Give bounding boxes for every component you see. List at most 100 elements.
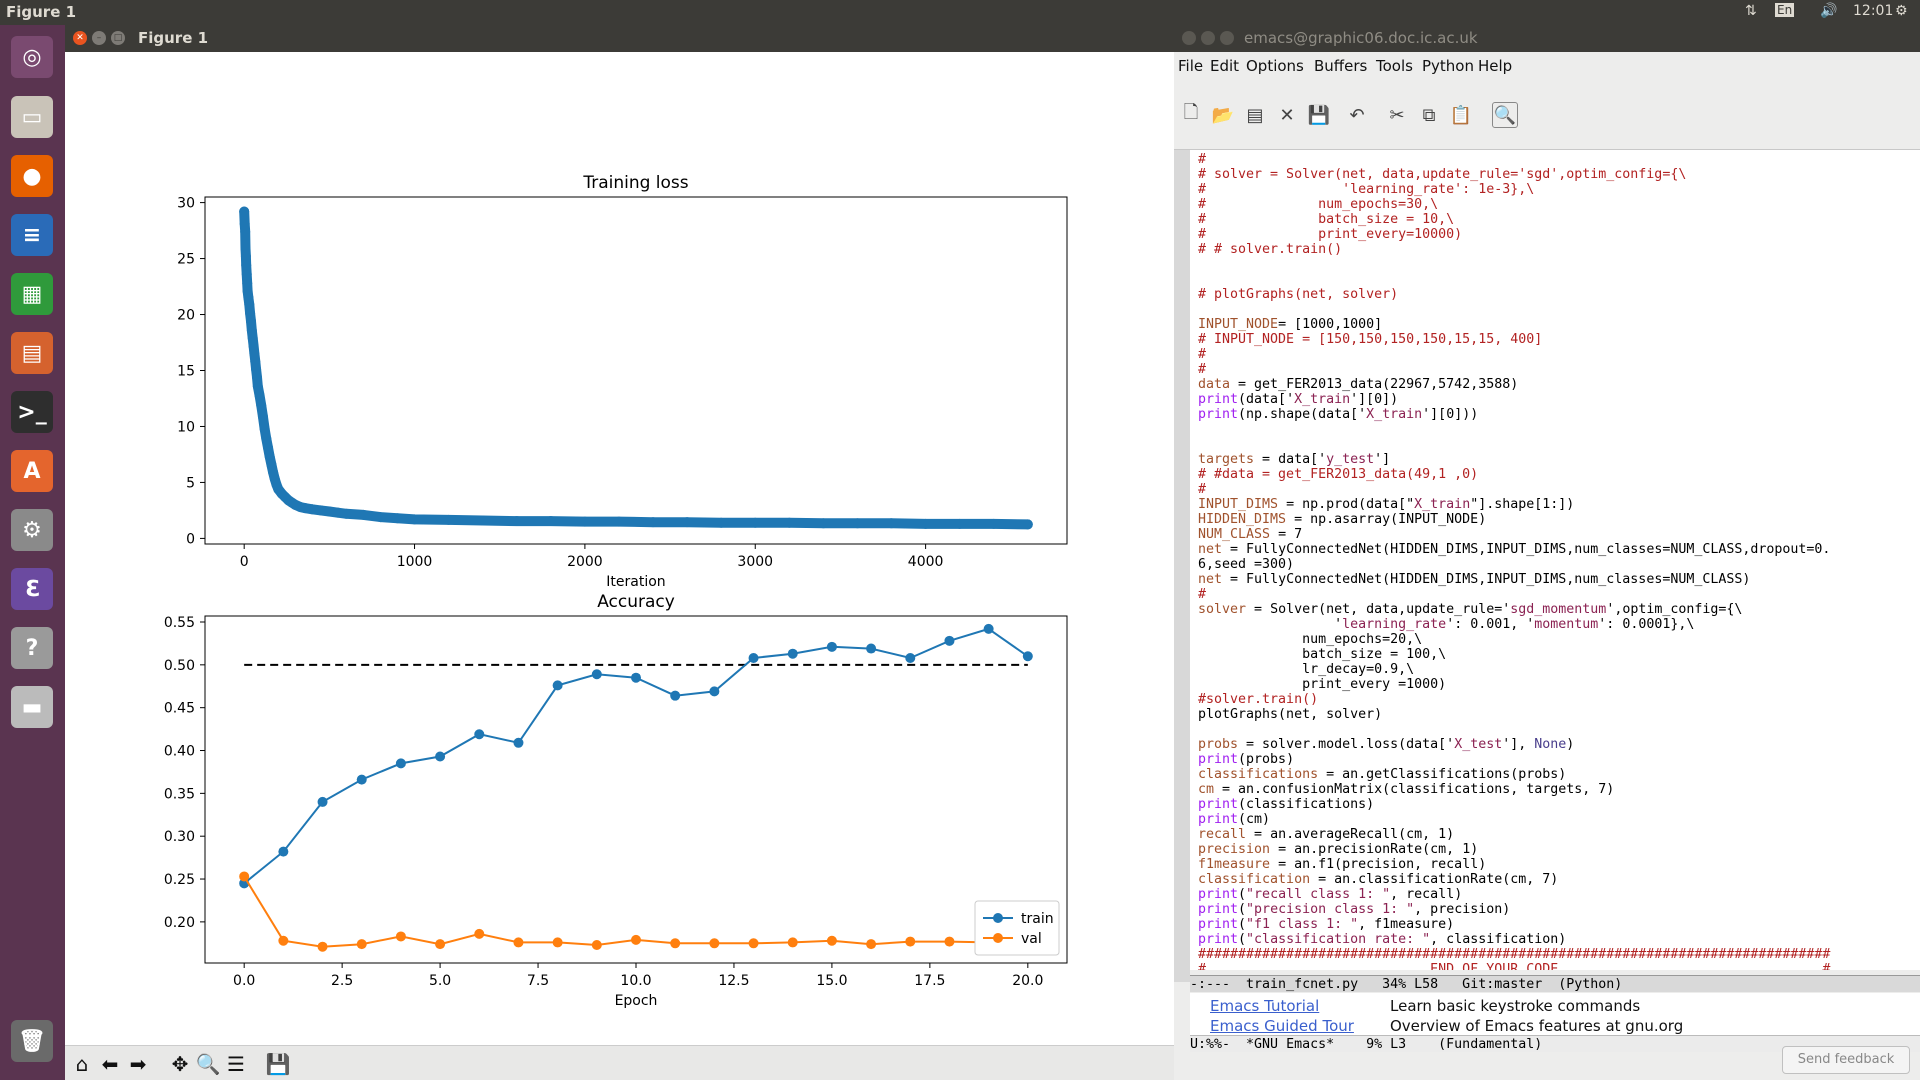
zoom-icon[interactable]: 🔍 [195, 1052, 221, 1076]
settings-icon[interactable]: ⚙ [6, 504, 58, 556]
loss-band [239, 206, 1033, 530]
code-line [1198, 272, 1920, 287]
series-point-train [709, 686, 720, 697]
code-token: precision [1198, 842, 1271, 857]
figure-titlebar: ✕ – □ Figure 1 [65, 25, 1174, 52]
emacs-icon[interactable]: ℇ [6, 563, 58, 615]
help-icon[interactable]: ? [6, 622, 58, 674]
gnu-emacs-buffer[interactable]: Emacs Tutorial Learn basic keystroke com… [1190, 993, 1920, 1035]
menu-buffers[interactable]: Buffers [1314, 57, 1368, 75]
x-tick-label: 0.0 [233, 973, 255, 989]
minimize-window-icon[interactable]: – [92, 31, 106, 45]
search-icon[interactable]: 🔍 [1492, 102, 1518, 128]
emacs-tutorial-link[interactable]: Emacs Tutorial [1210, 997, 1320, 1015]
calc-icon[interactable]: ▦ [6, 268, 58, 320]
firefox-icon[interactable]: ● [6, 150, 58, 202]
undo-icon[interactable]: ↶ [1349, 104, 1365, 126]
save-disabled-icon[interactable]: 💾 [1307, 104, 1331, 126]
volume-icon[interactable]: 🔊 [1820, 3, 1838, 19]
cut-icon[interactable]: ✂ [1389, 104, 1405, 126]
keyboard-lang-indicator[interactable]: En [1775, 3, 1795, 17]
forward-icon[interactable]: ➡ [129, 1052, 147, 1076]
home-icon[interactable]: ⌂ [75, 1052, 89, 1076]
code-line: print(data['X_train'][0]) [1198, 392, 1920, 407]
series-point-train [1022, 651, 1033, 662]
code-token: recall [1198, 827, 1247, 842]
clock[interactable]: 12:01 [1853, 3, 1894, 19]
x-tick-label: 3000 [737, 554, 773, 570]
menu-file[interactable]: File [1178, 57, 1204, 75]
code-token: = np.prod(data[" [1278, 497, 1415, 512]
code-token: = data[' [1254, 452, 1327, 467]
code-line: # [1198, 347, 1207, 362]
series-point-train [826, 641, 837, 652]
code-line: HIDDEN_DIMS = np.asarray(INPUT_NODE) [1198, 512, 1920, 527]
ubuntu-dash-icon[interactable]: ◎ [6, 31, 58, 83]
code-token: ( [1238, 932, 1247, 947]
y-tick-label: 10 [177, 419, 195, 435]
save-file-icon[interactable]: ▤ [1246, 104, 1264, 126]
send-feedback-button[interactable]: Send feedback [1782, 1046, 1910, 1074]
code-editor[interactable]: # # solver = Solver(net, data,update_rule… [1190, 150, 1920, 970]
code-line: # # solver.train() [1198, 242, 1343, 257]
code-line [1198, 257, 1920, 272]
new-file-icon[interactable]: 🗋 [1183, 102, 1199, 123]
y-tick-label: 30 [177, 196, 195, 212]
code-token: ': 0.001, ' [1446, 617, 1535, 632]
code-line: print("precision class 1: ", precision) [1198, 902, 1920, 917]
menu-options[interactable]: Options [1246, 57, 1304, 75]
menu-help[interactable]: Help [1478, 57, 1513, 75]
emacs-window: emacs@graphic06.doc.ic.ac.uk File Edit O… [1174, 25, 1920, 1080]
x-tick-label: 10.0 [620, 973, 651, 989]
y-tick-label: 0.50 [164, 658, 195, 674]
series-point-train [356, 774, 367, 785]
trash-icon[interactable]: 🗑 [6, 1015, 58, 1067]
x-tick-label: 2000 [567, 554, 603, 570]
menu-edit[interactable]: Edit [1210, 57, 1240, 75]
impress-icon[interactable]: ▤ [6, 327, 58, 379]
save-icon[interactable]: 💾 [265, 1052, 291, 1076]
maximize-window-icon[interactable] [1220, 31, 1234, 45]
code-token: ',optim_config={\ [1606, 602, 1743, 617]
x-tick-label: 5.0 [429, 973, 451, 989]
pan-icon[interactable]: ✥ [171, 1052, 189, 1076]
terminal-icon[interactable]: >_ [6, 386, 58, 438]
close-buffer-icon[interactable]: ✕ [1279, 104, 1295, 126]
code-line: print(probs) [1198, 752, 1920, 767]
x-tick-label: 0 [240, 554, 249, 570]
files-icon[interactable]: ▭ [6, 91, 58, 143]
legend-box [974, 900, 1060, 956]
emacs-icon-glyph: ℇ [11, 568, 53, 610]
y-tick-label: 0.40 [164, 744, 195, 760]
code-line: NUM_CLASS = 7 [1198, 527, 1920, 542]
menu-tools[interactable]: Tools [1376, 57, 1413, 75]
network-icon[interactable]: ⇅ [1745, 3, 1757, 19]
code-token: (data[' [1238, 392, 1295, 407]
back-icon[interactable]: ⬅ [101, 1052, 119, 1076]
software-center-icon[interactable]: A [6, 445, 58, 497]
session-gear-icon[interactable]: ⚙ [1895, 3, 1908, 19]
code-line: classification = an.classificationRate(c… [1198, 872, 1920, 887]
close-window-icon[interactable] [1182, 31, 1196, 45]
menu-python[interactable]: Python [1422, 57, 1474, 75]
y-tick-label: 0.45 [164, 701, 195, 717]
plot-frame [204, 196, 1068, 545]
writer-icon[interactable]: ≡ [6, 209, 58, 261]
settings-icon-glyph: ⚙ [11, 509, 53, 551]
scrollbar[interactable] [1174, 150, 1190, 982]
paste-icon[interactable]: 📋 [1449, 104, 1473, 126]
drive-icon[interactable]: ▬ [6, 681, 58, 733]
copy-icon[interactable]: ⧉ [1422, 104, 1436, 126]
series-point-train [552, 680, 563, 691]
minimize-window-icon[interactable] [1201, 31, 1215, 45]
close-window-icon[interactable]: ✕ [73, 31, 87, 45]
code-token: print [1198, 932, 1239, 947]
series-point-train [944, 635, 955, 646]
series-point-val [513, 937, 524, 948]
plot-canvas[interactable]: Training loss Iteration 0 1000 2000 3000 4000 0… [65, 52, 1174, 1069]
open-folder-icon[interactable]: 📂 [1211, 104, 1235, 126]
configure-icon[interactable]: ☰ [227, 1052, 245, 1076]
maximize-window-icon[interactable]: □ [111, 31, 125, 45]
series-point-train [866, 643, 877, 654]
emacs-guided-tour-link[interactable]: Emacs Guided Tour [1210, 1017, 1354, 1035]
